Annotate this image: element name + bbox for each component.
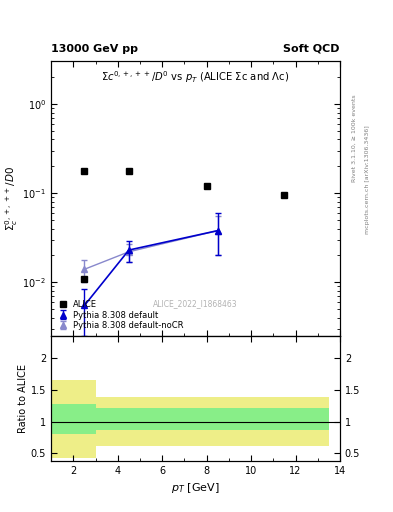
Y-axis label: $\Sigma_c^{0,+,++}/D0$: $\Sigma_c^{0,+,++}/D0$ <box>3 166 20 231</box>
Bar <box>51 404 95 434</box>
Bar <box>162 397 329 445</box>
Legend: ALICE, Pythia 8.308 default, Pythia 8.308 default-noCR: ALICE, Pythia 8.308 default, Pythia 8.30… <box>55 298 185 332</box>
X-axis label: $p_T$ [GeV]: $p_T$ [GeV] <box>171 481 220 495</box>
ALICE <box>282 192 287 198</box>
Bar <box>95 408 162 430</box>
Text: Rivet 3.1.10, ≥ 100k events: Rivet 3.1.10, ≥ 100k events <box>352 94 357 182</box>
Text: ALICE_2022_I1868463: ALICE_2022_I1868463 <box>153 300 238 309</box>
ALICE <box>204 183 209 189</box>
ALICE <box>82 168 87 175</box>
Text: $\Sigma c^{0,+,++}/D^0$ vs $p_T$ (ALICE $\Sigma$c and $\Lambda$c): $\Sigma c^{0,+,++}/D^0$ vs $p_T$ (ALICE … <box>101 70 290 86</box>
ALICE <box>127 168 131 175</box>
Y-axis label: Ratio to ALICE: Ratio to ALICE <box>18 364 28 433</box>
Text: mcplots.cern.ch [arXiv:1306.3436]: mcplots.cern.ch [arXiv:1306.3436] <box>365 125 371 233</box>
Bar <box>162 408 329 430</box>
Text: Soft QCD: Soft QCD <box>283 44 340 54</box>
Bar <box>95 397 162 445</box>
Bar <box>51 380 95 458</box>
Text: 13000 GeV pp: 13000 GeV pp <box>51 44 138 54</box>
Line: ALICE: ALICE <box>81 168 288 198</box>
